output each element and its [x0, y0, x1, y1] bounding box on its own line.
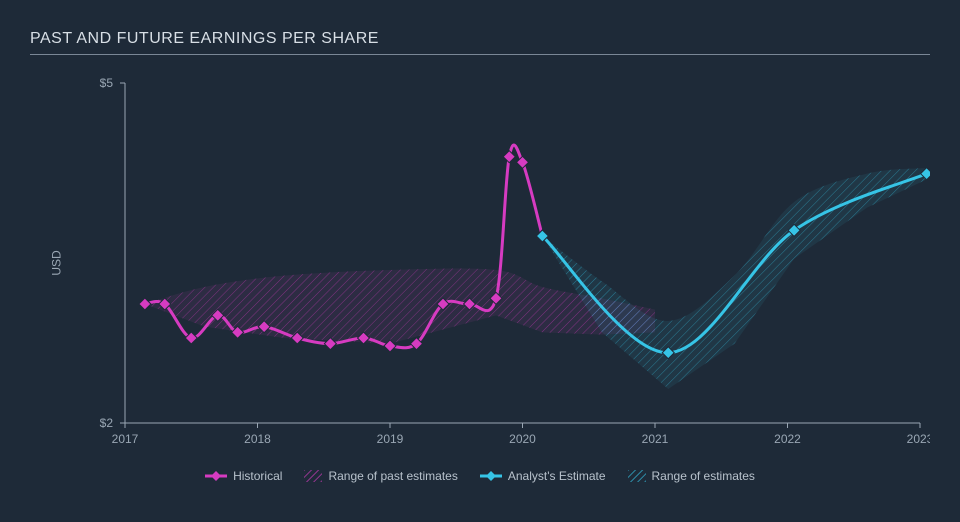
- svg-text:2018: 2018: [244, 432, 271, 446]
- legend-swatch-historical: [205, 470, 227, 482]
- legend-swatch-estimate_range: [628, 470, 646, 482]
- legend-item-estimate: Analyst's Estimate: [480, 469, 606, 483]
- legend-label: Historical: [233, 469, 282, 483]
- svg-text:2022: 2022: [774, 432, 801, 446]
- legend-swatch-past_range: [304, 470, 322, 482]
- svg-text:$5: $5: [100, 76, 114, 90]
- eps-chart: PAST AND FUTURE EARNINGS PER SHARE USD $…: [0, 0, 960, 522]
- estimate-range-area: [542, 168, 926, 389]
- legend-item-past_range: Range of past estimates: [304, 469, 457, 483]
- legend-label: Analyst's Estimate: [508, 469, 606, 483]
- svg-text:$2: $2: [100, 416, 114, 430]
- legend-label: Range of estimates: [652, 469, 755, 483]
- chart-svg: $2 $5 2017 2018 2019 2020 2021 2022 2023: [30, 63, 930, 463]
- legend: Historical Range of past estimates Analyst…: [30, 469, 930, 483]
- title-rule: [30, 54, 930, 55]
- chart-title: PAST AND FUTURE EARNINGS PER SHARE: [30, 30, 930, 48]
- historical-marker: [503, 151, 515, 163]
- y-axis-label: USD: [50, 250, 64, 275]
- historical-marker: [139, 298, 151, 310]
- svg-text:2021: 2021: [642, 432, 669, 446]
- legend-item-historical: Historical: [205, 469, 282, 483]
- svg-text:2020: 2020: [509, 432, 536, 446]
- svg-text:2019: 2019: [377, 432, 404, 446]
- legend-item-estimate_range: Range of estimates: [628, 469, 755, 483]
- legend-swatch-estimate: [480, 470, 502, 482]
- historical-marker: [517, 156, 529, 168]
- plot-area: USD $2 $5 2017 2018 2019 2020 2021 2022 2023: [30, 63, 930, 463]
- svg-text:2023: 2023: [907, 432, 930, 446]
- svg-text:2017: 2017: [112, 432, 139, 446]
- legend-label: Range of past estimates: [328, 469, 457, 483]
